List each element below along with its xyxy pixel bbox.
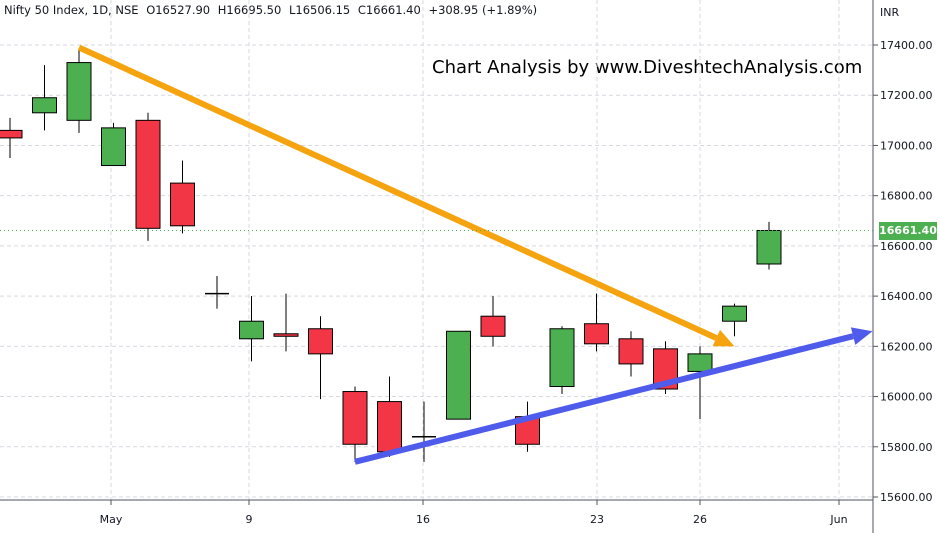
last-price-tag: 16661.40 xyxy=(879,222,937,240)
candle xyxy=(135,112,161,241)
candle xyxy=(584,293,609,352)
candle-body xyxy=(618,338,644,365)
candle-body xyxy=(273,333,299,337)
candles xyxy=(0,50,782,462)
downtrend-arrow-shaft xyxy=(77,44,718,341)
candle xyxy=(0,117,23,158)
x-tick-label: 9 xyxy=(246,513,253,526)
uptrend-arrow-head xyxy=(850,327,873,345)
candle-body xyxy=(446,330,471,420)
candle xyxy=(101,122,126,167)
y-tick-label: 16600.00 xyxy=(880,240,933,253)
uptrend-arrow xyxy=(354,327,873,465)
close-value: C16661.40 xyxy=(357,3,421,17)
candle xyxy=(273,293,299,352)
candle-body xyxy=(66,62,92,121)
y-tick-label: 16800.00 xyxy=(880,190,933,203)
candle xyxy=(32,65,57,131)
candle-body xyxy=(377,401,402,453)
candle xyxy=(515,401,540,452)
downtrend-arrow xyxy=(77,44,735,347)
y-tick-label: 16200.00 xyxy=(880,340,933,353)
candle-body xyxy=(101,127,126,167)
y-tick-label: 17200.00 xyxy=(880,89,933,102)
candle xyxy=(205,276,229,309)
candle-body xyxy=(687,353,713,372)
candle xyxy=(756,221,782,270)
downtrend-arrow-head xyxy=(712,329,735,347)
candle-body xyxy=(0,129,23,139)
candle xyxy=(239,296,264,362)
y-tick-label: 16000.00 xyxy=(880,391,933,404)
x-tick-label: May xyxy=(100,513,123,526)
x-tick-label: Jun xyxy=(829,513,847,526)
candle-body xyxy=(549,328,575,388)
candle xyxy=(412,401,436,462)
x-tick-label: 23 xyxy=(590,513,604,526)
candle xyxy=(377,376,402,457)
candle-body xyxy=(584,323,609,345)
candle-body xyxy=(722,305,747,322)
grid xyxy=(0,0,873,500)
candle-body xyxy=(342,391,368,445)
change-value: +308.95 (+1.89%) xyxy=(428,3,538,17)
candle xyxy=(618,331,644,377)
candle xyxy=(480,296,506,347)
low-value: L16506.15 xyxy=(288,3,351,17)
high-value: H16695.50 xyxy=(217,3,282,17)
x-tick-label: 16 xyxy=(416,513,430,526)
candle-body xyxy=(32,97,57,114)
candle xyxy=(308,316,333,400)
ohlc-legend: Nifty 50 Index, 1D, NSE O16527.90 H16695… xyxy=(4,3,541,17)
uptrend-arrow-shaft xyxy=(354,333,854,465)
y-tick-label: 16400.00 xyxy=(880,290,933,303)
candle xyxy=(342,386,368,462)
currency-label: INR xyxy=(880,6,900,19)
trend-arrows xyxy=(77,44,873,465)
symbol-label: Nifty 50 Index, 1D, NSE xyxy=(4,3,139,17)
candle-body xyxy=(756,229,782,265)
candle xyxy=(170,160,195,234)
y-tick-label: 17400.00 xyxy=(880,39,933,52)
candle-body xyxy=(480,315,506,337)
candle-body xyxy=(239,320,264,340)
y-tick-label: 15600.00 xyxy=(880,491,933,504)
y-tick-label: 15800.00 xyxy=(880,441,933,454)
candle xyxy=(722,303,747,337)
candle xyxy=(66,50,92,133)
candle-body xyxy=(308,328,333,355)
candle-body xyxy=(135,119,161,229)
candle xyxy=(549,326,575,395)
y-tick-label: 17000.00 xyxy=(880,139,933,152)
candle-body xyxy=(170,182,195,227)
open-value: O16527.90 xyxy=(146,3,211,17)
x-tick-label: 26 xyxy=(693,513,707,526)
candle xyxy=(687,346,713,420)
candle xyxy=(446,330,471,420)
chart-watermark: Chart Analysis by www.DiveshtechAnalysis… xyxy=(432,57,863,78)
